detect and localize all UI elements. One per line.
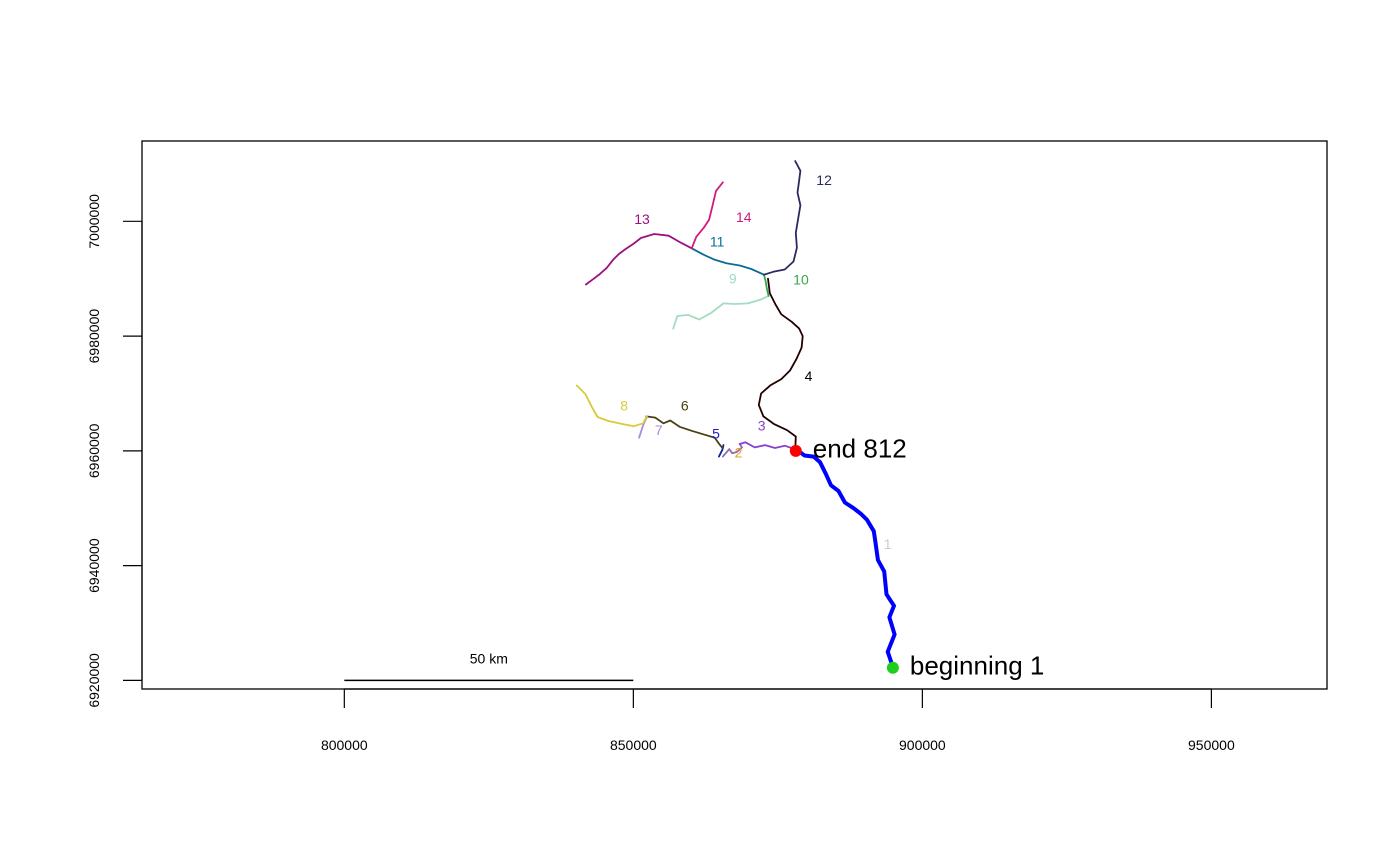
river-segment-2 — [722, 443, 743, 458]
segment-label-2: 2 — [735, 444, 743, 460]
y-tick-label-7000000: 7000000 — [86, 194, 102, 249]
x-tick-label-850000: 850000 — [610, 737, 657, 753]
endpoints: end 812 beginning 1 — [789, 434, 1044, 681]
end-point-label: end 812 — [813, 434, 907, 464]
y-tick-label-6960000: 6960000 — [86, 423, 102, 478]
river-segment-1 — [796, 448, 897, 671]
segment-label-5: 5 — [712, 425, 720, 441]
y-tick-label-6940000: 6940000 — [86, 538, 102, 593]
segment-label-6: 6 — [681, 397, 689, 413]
segment-label-9: 9 — [729, 271, 737, 287]
segment-label-1: 1 — [884, 536, 892, 552]
river-segment-6 — [645, 415, 724, 449]
segment-label-10: 10 — [793, 272, 809, 288]
river-segment-9 — [672, 294, 770, 330]
segment-label-7: 7 — [655, 422, 663, 438]
segment-label-8: 8 — [620, 397, 628, 413]
river-segments — [575, 160, 897, 671]
scale-bar-label: 50 km — [470, 650, 508, 666]
x-tick-label-900000: 900000 — [899, 737, 946, 753]
end-point-marker — [789, 444, 802, 457]
segment-label-14: 14 — [736, 209, 752, 225]
x-tick-label-950000: 950000 — [1188, 737, 1235, 753]
river-segment-10 — [763, 273, 770, 297]
river-segment-4 — [757, 277, 804, 452]
segment-label-3: 3 — [758, 417, 766, 433]
beginning-point-label: beginning 1 — [910, 651, 1044, 681]
y-axis: 6920000 6940000 6960000 6980000 7000000 — [86, 194, 143, 708]
river-segment-14 — [690, 181, 724, 250]
river-segment-5 — [718, 444, 725, 458]
y-tick-label-6920000: 6920000 — [86, 653, 102, 708]
segment-label-4: 4 — [805, 368, 813, 384]
beginning-point-marker — [886, 661, 899, 674]
x-axis: 800000 850000 900000 950000 — [321, 688, 1235, 753]
river-segment-11 — [690, 247, 765, 276]
river-segment-3 — [738, 441, 796, 451]
segment-label-13: 13 — [634, 211, 650, 227]
scale-bar: 50 km — [344, 650, 634, 682]
x-tick-label-800000: 800000 — [321, 737, 368, 753]
river-segment-12 — [763, 160, 802, 276]
segment-label-11: 11 — [710, 233, 725, 249]
y-tick-label-6980000: 6980000 — [86, 309, 102, 364]
segment-label-12: 12 — [816, 172, 832, 188]
river-segment-8 — [575, 384, 648, 428]
river-segment-13 — [585, 233, 693, 286]
